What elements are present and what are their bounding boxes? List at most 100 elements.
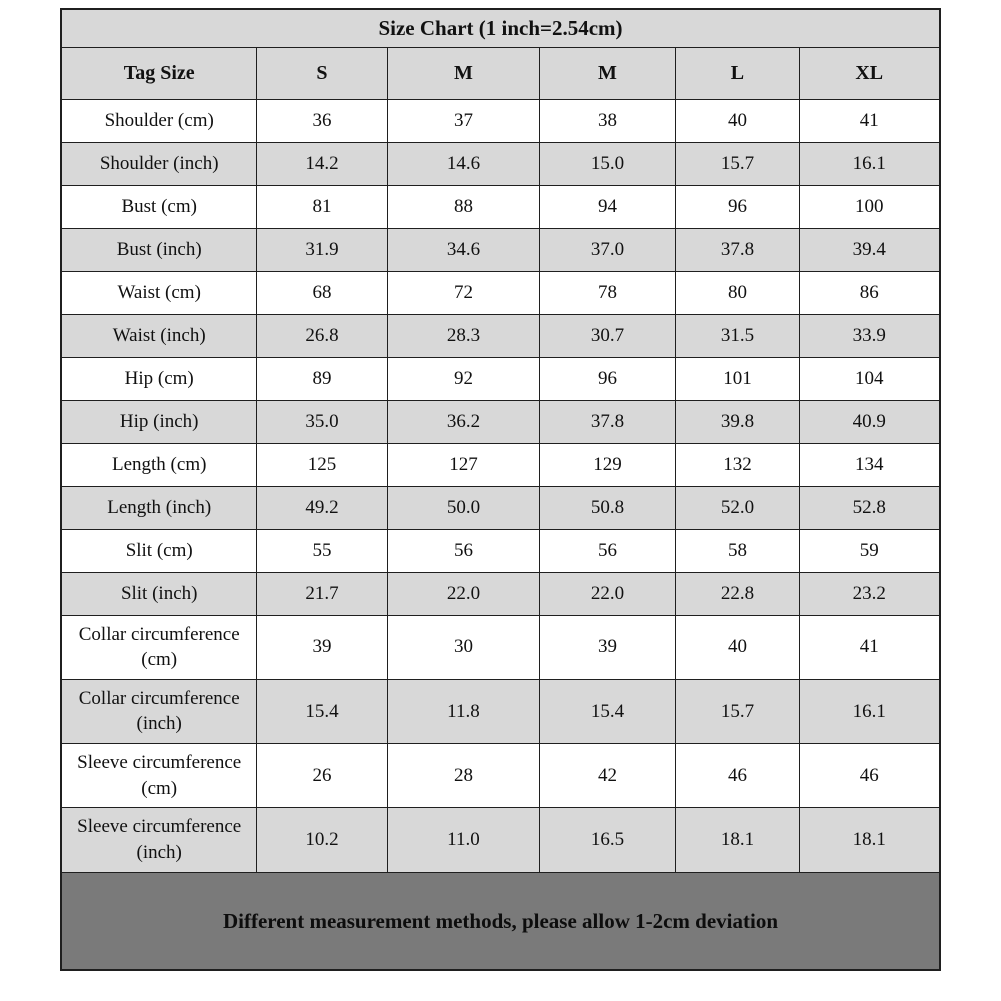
table-row: Waist (cm) 68 72 78 80 86 — [60, 270, 941, 315]
table-cell: 39 — [255, 614, 388, 680]
table-cell: 104 — [798, 356, 941, 401]
table-cell: 127 — [386, 442, 540, 487]
table-cell: 46 — [674, 743, 800, 809]
table-row: Collar circumference (inch) 15.4 11.8 15.4 1… — [60, 678, 941, 745]
table-row: Length (inch) 49.2 50.0 50.8 52.0 52.8 — [60, 485, 941, 530]
table-cell: 40 — [674, 98, 800, 143]
row-label: Sleeve circumference (inch) — [60, 807, 257, 873]
row-label: Length (inch) — [60, 485, 257, 530]
table-cell: 40.9 — [798, 399, 941, 444]
table-cell: 16.1 — [798, 141, 941, 186]
table-cell: 11.0 — [386, 807, 540, 873]
table-cell: 37 — [386, 98, 540, 143]
table-cell: 132 — [674, 442, 800, 487]
table-cell: 22.0 — [538, 571, 676, 616]
table-cell: 37.8 — [538, 399, 676, 444]
table-row: Bust (cm) 81 88 94 96 100 — [60, 184, 941, 229]
size-chart-table: Size Chart (1 inch=2.54cm) Tag Size S M … — [60, 8, 941, 972]
table-cell: 22.8 — [674, 571, 800, 616]
table-cell: 18.1 — [674, 807, 800, 873]
table-cell: 36 — [255, 98, 388, 143]
table-cell: 125 — [255, 442, 388, 487]
table-row: Collar circumference (cm) 39 30 39 40 41 — [60, 614, 941, 680]
header-row: Tag Size S M M L XL — [60, 46, 941, 100]
table-cell: 37.0 — [538, 227, 676, 272]
row-label: Bust (cm) — [60, 184, 257, 229]
chart-title: Size Chart (1 inch=2.54cm) — [60, 8, 941, 48]
table-row: Shoulder (inch) 14.2 14.6 15.0 15.7 16.1 — [60, 141, 941, 186]
table-cell: 39.8 — [674, 399, 800, 444]
table-cell: 59 — [798, 528, 941, 573]
table-cell: 18.1 — [798, 807, 941, 873]
column-header-tag-size: Tag Size — [60, 46, 257, 100]
table-cell: 72 — [386, 270, 540, 315]
table-cell: 56 — [386, 528, 540, 573]
table-cell: 39.4 — [798, 227, 941, 272]
table-cell: 10.2 — [255, 807, 388, 873]
column-header-l: L — [674, 46, 800, 100]
footer-row: Different measurement methods, please al… — [60, 871, 941, 971]
table-cell: 89 — [255, 356, 388, 401]
table-cell: 96 — [674, 184, 800, 229]
table-cell: 129 — [538, 442, 676, 487]
table-row: Hip (cm) 89 92 96 101 104 — [60, 356, 941, 401]
row-label: Length (cm) — [60, 442, 257, 487]
table-row: Sleeve circumference (inch) 10.2 11.0 16.5 1… — [60, 807, 941, 873]
table-cell: 31.9 — [255, 227, 388, 272]
table-cell: 40 — [674, 614, 800, 680]
row-label: Waist (cm) — [60, 270, 257, 315]
table-cell: 14.6 — [386, 141, 540, 186]
row-label: Slit (cm) — [60, 528, 257, 573]
table-cell: 26 — [255, 743, 388, 809]
table-cell: 30.7 — [538, 313, 676, 358]
table-cell: 11.8 — [386, 678, 540, 745]
table-cell: 38 — [538, 98, 676, 143]
table-row: Slit (cm) 55 56 56 58 59 — [60, 528, 941, 573]
table-cell: 49.2 — [255, 485, 388, 530]
table-cell: 101 — [674, 356, 800, 401]
table-cell: 31.5 — [674, 313, 800, 358]
table-body: Shoulder (cm) 36 37 38 40 41 Shoulder (inch) 14… — [60, 98, 941, 873]
table-cell: 81 — [255, 184, 388, 229]
table-cell: 50.8 — [538, 485, 676, 530]
table-cell: 16.1 — [798, 678, 941, 745]
row-label: Shoulder (cm) — [60, 98, 257, 143]
table-cell: 28.3 — [386, 313, 540, 358]
table-cell: 52.0 — [674, 485, 800, 530]
table-cell: 16.5 — [538, 807, 676, 873]
table-cell: 52.8 — [798, 485, 941, 530]
table-cell: 92 — [386, 356, 540, 401]
column-header-xl: XL — [798, 46, 941, 100]
column-header-m2: M — [538, 46, 676, 100]
table-cell: 41 — [798, 614, 941, 680]
table-row: Shoulder (cm) 36 37 38 40 41 — [60, 98, 941, 143]
table-cell: 36.2 — [386, 399, 540, 444]
row-label: Waist (inch) — [60, 313, 257, 358]
row-label: Collar circumference (inch) — [60, 678, 257, 745]
table-row: Length (cm) 125 127 129 132 134 — [60, 442, 941, 487]
table-cell: 55 — [255, 528, 388, 573]
column-header-s: S — [255, 46, 388, 100]
table-cell: 78 — [538, 270, 676, 315]
table-cell: 134 — [798, 442, 941, 487]
table-row: Sleeve circumference (cm) 26 28 42 46 46 — [60, 743, 941, 809]
table-cell: 15.0 — [538, 141, 676, 186]
table-cell: 21.7 — [255, 571, 388, 616]
table-cell: 58 — [674, 528, 800, 573]
table-cell: 30 — [386, 614, 540, 680]
row-label: Shoulder (inch) — [60, 141, 257, 186]
column-header-m1: M — [386, 46, 540, 100]
table-cell: 35.0 — [255, 399, 388, 444]
row-label: Hip (inch) — [60, 399, 257, 444]
table-cell: 96 — [538, 356, 676, 401]
table-cell: 46 — [798, 743, 941, 809]
table-cell: 26.8 — [255, 313, 388, 358]
deviation-note: Different measurement methods, please al… — [60, 871, 941, 971]
table-cell: 14.2 — [255, 141, 388, 186]
table-cell: 22.0 — [386, 571, 540, 616]
table-cell: 39 — [538, 614, 676, 680]
table-cell: 34.6 — [386, 227, 540, 272]
table-cell: 15.4 — [538, 678, 676, 745]
table-row: Bust (inch) 31.9 34.6 37.0 37.8 39.4 — [60, 227, 941, 272]
